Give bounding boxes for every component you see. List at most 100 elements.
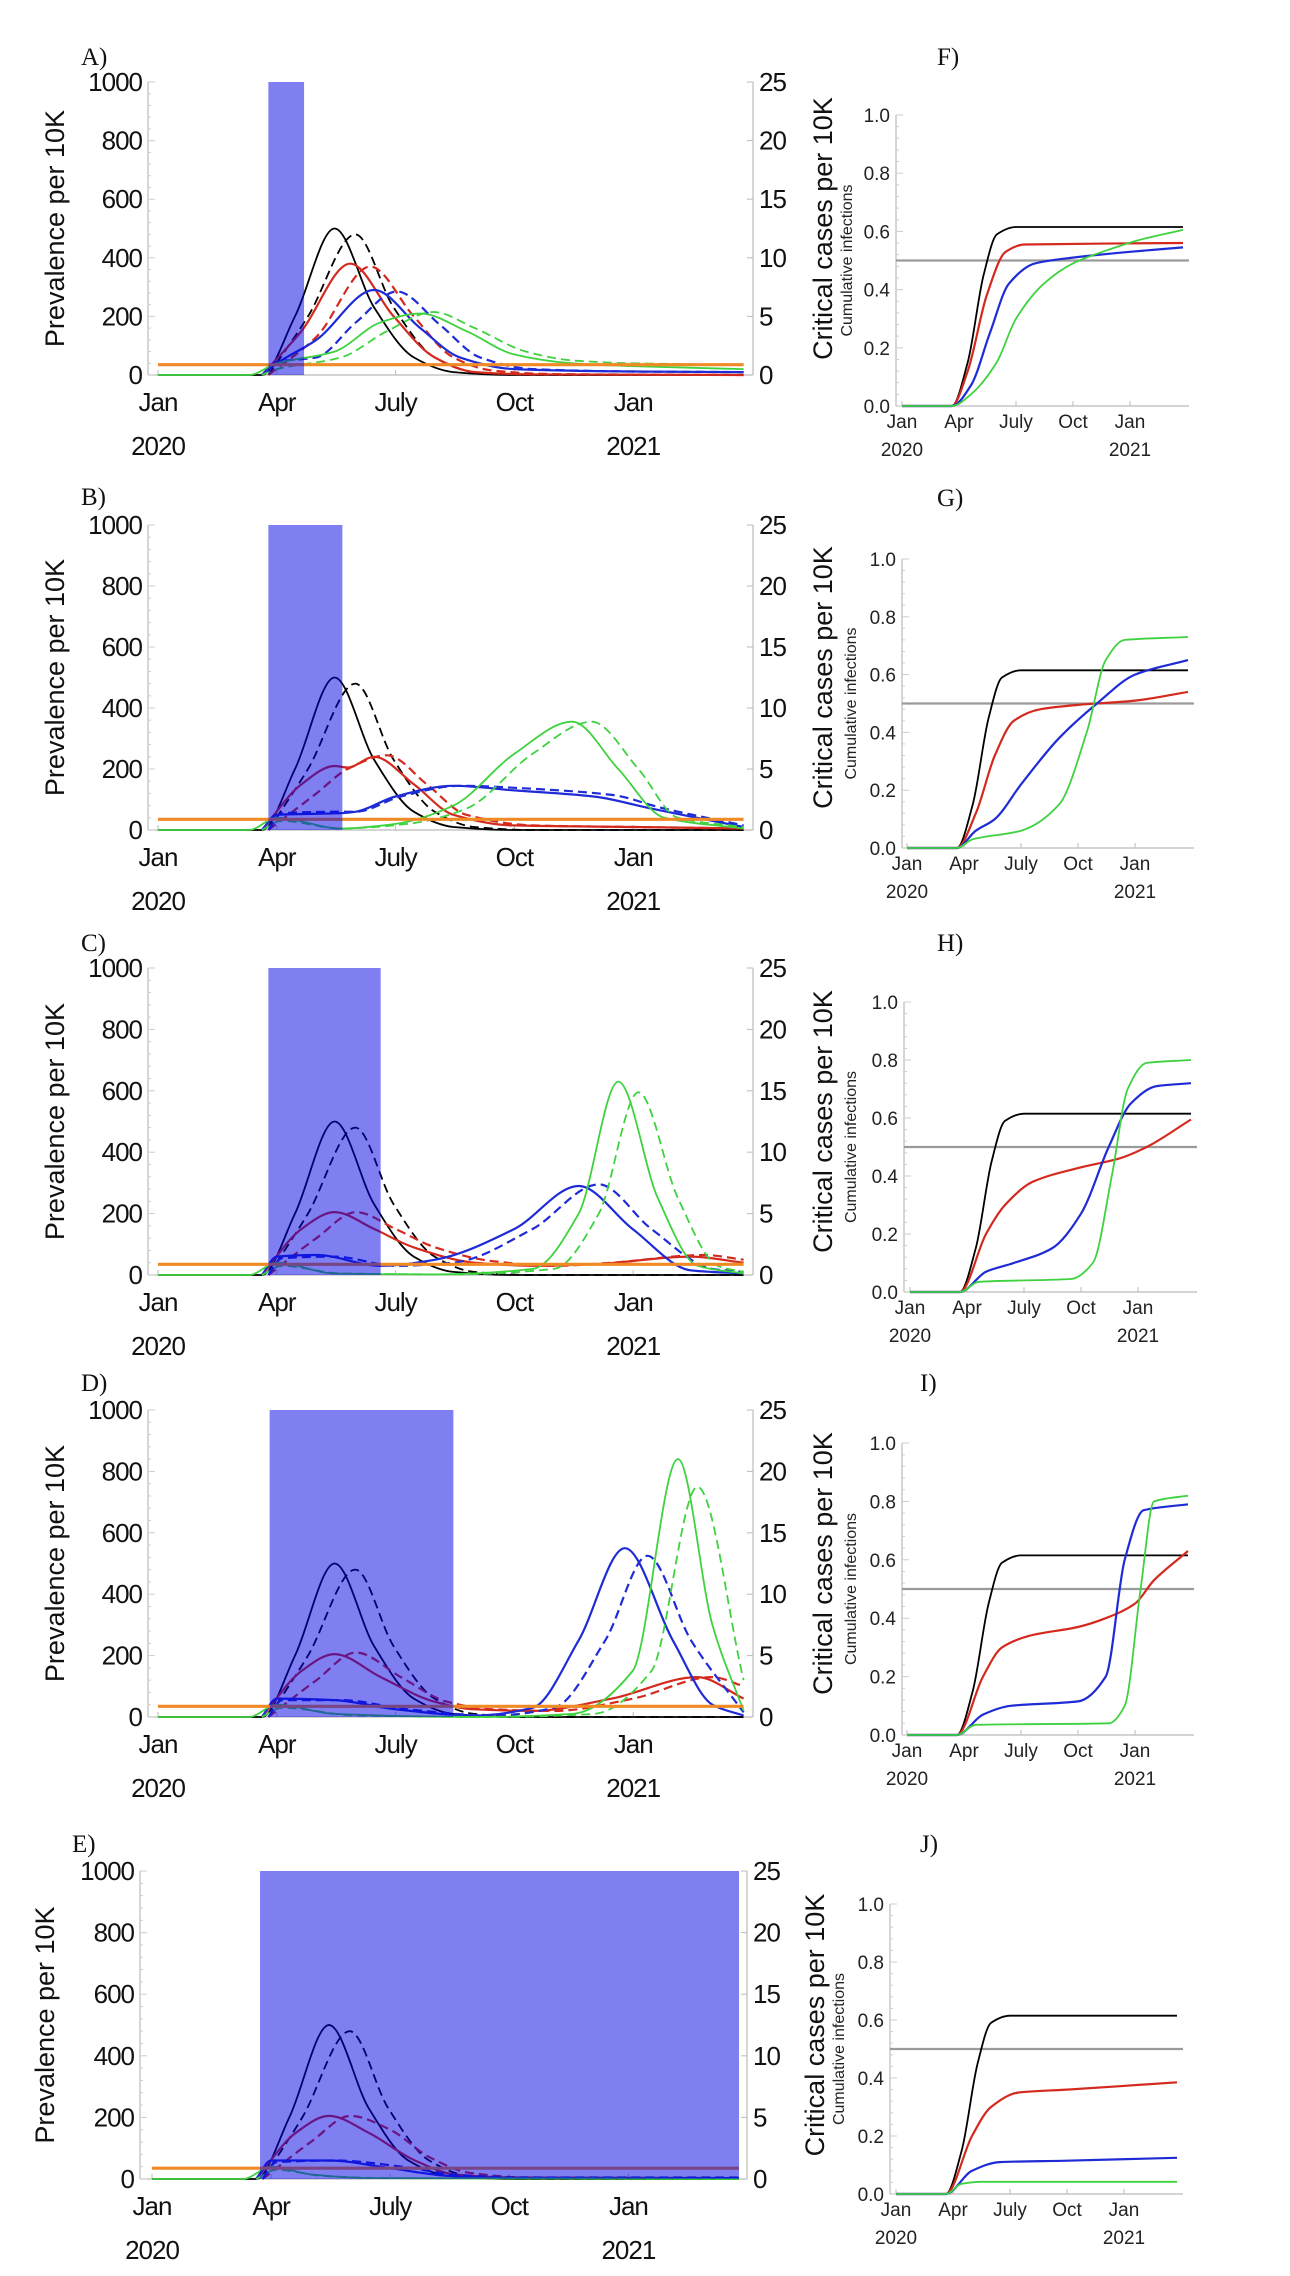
panel-e: E) 0 200 400 600 800 1000 0 5 10 15 20 25 Prevalence … bbox=[30, 1831, 830, 2265]
panel-c: C) 0 200 400 600 800 1000 0 5 10 15 20 25 Prevalence … bbox=[40, 930, 838, 1361]
series-black-solid bbox=[907, 1554, 1188, 1736]
y-tick-label: 1000 bbox=[88, 1395, 142, 1425]
y-tick-label: 1.0 bbox=[864, 106, 890, 127]
x-tick-label: Apr bbox=[258, 387, 297, 417]
y-tick-label: 1000 bbox=[80, 1856, 134, 1886]
x-tick-label: Jan bbox=[1120, 854, 1151, 875]
y-right-tick-label: 20 bbox=[759, 571, 786, 601]
y-axis-right-label: Critical cases per 10K bbox=[808, 546, 838, 809]
x-tick-label: Apr bbox=[258, 842, 297, 872]
series-green-solid bbox=[896, 2180, 1177, 2195]
y-tick-label: 400 bbox=[102, 1579, 143, 1609]
x-tick-label: Jan bbox=[614, 387, 653, 417]
y-axis-label: Cumulative infections bbox=[843, 1071, 860, 1223]
x-tick-label: Apr bbox=[952, 1298, 982, 1319]
x-tick-label: Jan bbox=[139, 1287, 178, 1317]
panel-j: J) 0.0 0.2 0.4 0.6 0.8 1.0 Cumulative infection… bbox=[831, 1831, 1183, 2249]
y-tick-label: 0.6 bbox=[870, 666, 896, 687]
y-tick-label: 0.8 bbox=[870, 1492, 896, 1513]
y-right-tick-label: 10 bbox=[759, 693, 786, 723]
x-year-label: 2021 bbox=[606, 1773, 660, 1803]
y-right-tick-label: 25 bbox=[759, 953, 786, 983]
x-tick-label: July bbox=[374, 387, 417, 417]
y-tick-label: 1.0 bbox=[870, 550, 896, 571]
x-year-label: 2020 bbox=[131, 1331, 185, 1361]
x-tick-label: Jan bbox=[892, 1741, 923, 1762]
y-axis-right-label: Critical cases per 10K bbox=[808, 990, 838, 1253]
y-tick-label: 0.8 bbox=[858, 1953, 884, 1974]
x-year-label: 2020 bbox=[131, 431, 185, 461]
panel-h: H) 0.0 0.2 0.4 0.6 0.8 1.0 Cumulative infection… bbox=[843, 930, 1197, 1347]
x-tick-label: Oct bbox=[496, 842, 535, 872]
x-tick-label: July bbox=[993, 2200, 1027, 2221]
series-green-solid bbox=[902, 229, 1184, 407]
y-right-tick-label: 15 bbox=[759, 184, 786, 214]
y-tick-label: 1000 bbox=[88, 67, 142, 97]
x-tick-label: Jan bbox=[614, 842, 653, 872]
series-blue-solid bbox=[896, 2156, 1178, 2196]
x-year-label: 2021 bbox=[1117, 1326, 1159, 1347]
y-tick-label: 600 bbox=[94, 1979, 135, 2009]
x-tick-label: Jan bbox=[1123, 1298, 1154, 1319]
x-year-label: 2020 bbox=[125, 2235, 179, 2265]
y-right-tick-label: 20 bbox=[759, 126, 786, 156]
x-year-label: 2021 bbox=[1114, 1769, 1156, 1790]
y-right-tick-label: 20 bbox=[759, 1014, 786, 1044]
y-tick-label: 800 bbox=[102, 126, 143, 156]
y-right-tick-label: 25 bbox=[759, 1395, 786, 1425]
y-axis-right-label: Critical cases per 10K bbox=[808, 1432, 838, 1695]
y-tick-label: 0.2 bbox=[858, 2127, 884, 2148]
y-right-tick-label: 10 bbox=[759, 1137, 786, 1167]
y-tick-label: 1.0 bbox=[870, 1434, 896, 1455]
x-year-label: 2020 bbox=[886, 882, 928, 903]
y-tick-label: 600 bbox=[102, 632, 143, 662]
x-tick-label: Jan bbox=[895, 1298, 926, 1319]
y-tick-label: 600 bbox=[102, 184, 143, 214]
intervention-shade bbox=[268, 968, 381, 1275]
x-tick-label: Jan bbox=[609, 2191, 648, 2221]
series-black-solid bbox=[902, 226, 1183, 407]
y-right-tick-label: 15 bbox=[759, 632, 786, 662]
y-axis-label: Prevalence per 10K bbox=[40, 1445, 70, 1682]
y-tick-label: 0.2 bbox=[864, 339, 890, 360]
y-axis-right-label: Critical cases per 10K bbox=[800, 1894, 830, 2157]
series-red-solid bbox=[896, 2081, 1178, 2196]
y-tick-label: 0.8 bbox=[870, 608, 896, 629]
x-tick-label: Oct bbox=[1063, 1741, 1093, 1762]
y-right-tick-label: 5 bbox=[759, 754, 773, 784]
y-tick-label: 200 bbox=[102, 1199, 143, 1229]
y-axis-label: Prevalence per 10K bbox=[30, 1906, 60, 2143]
series-blue-dashed bbox=[267, 1554, 745, 1718]
panel-a: A) 0 200 400 600 800 1000 0 5 10 15 20 25 Prevalence … bbox=[40, 44, 838, 461]
series-red-solid bbox=[907, 690, 1189, 850]
panel-f: F) 0.0 0.2 0.4 0.6 0.8 1.0 Cumulative infection… bbox=[839, 44, 1189, 461]
x-year-label: 2020 bbox=[886, 1769, 928, 1790]
series-red-solid bbox=[902, 241, 1184, 408]
y-tick-label: 800 bbox=[102, 571, 143, 601]
panel-label: E) bbox=[72, 1831, 96, 1858]
x-tick-label: Jan bbox=[881, 2200, 912, 2221]
x-tick-label: Apr bbox=[258, 1287, 297, 1317]
y-right-tick-label: 5 bbox=[759, 1199, 773, 1229]
panel-label: B) bbox=[81, 484, 106, 511]
series-black-solid bbox=[907, 669, 1188, 849]
x-tick-label: Apr bbox=[252, 2191, 291, 2221]
panel-label: A) bbox=[81, 44, 107, 71]
series-blue-dashed bbox=[267, 1183, 744, 1276]
panel-label: G) bbox=[937, 485, 963, 512]
y-tick-label: 400 bbox=[102, 693, 143, 723]
x-tick-label: July bbox=[374, 1287, 417, 1317]
series-red-solid bbox=[910, 1118, 1192, 1294]
y-tick-label: 200 bbox=[102, 301, 143, 331]
y-right-tick-label: 0 bbox=[759, 360, 773, 390]
y-tick-label: 1.0 bbox=[872, 993, 898, 1014]
x-tick-label: July bbox=[1004, 854, 1038, 875]
y-tick-label: 1000 bbox=[88, 953, 142, 983]
panel-g: G) 0.0 0.2 0.4 0.6 0.8 1.0 Cumulative infection… bbox=[843, 485, 1194, 903]
series-green-solid bbox=[907, 1494, 1189, 1736]
y-tick-label: 0.4 bbox=[870, 1609, 897, 1630]
panel-label: C) bbox=[81, 930, 106, 957]
x-tick-label: Oct bbox=[491, 2191, 530, 2221]
x-tick-label: Jan bbox=[1115, 412, 1146, 433]
y-right-tick-label: 20 bbox=[753, 1918, 780, 1948]
